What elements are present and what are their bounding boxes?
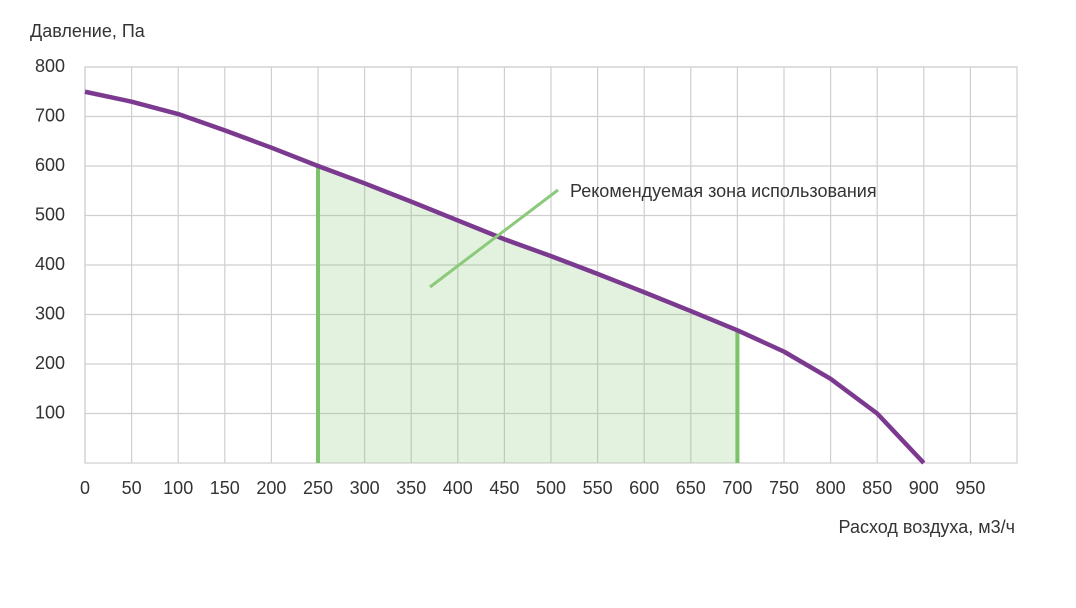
x-tick-label: 250 [303, 478, 333, 498]
y-tick-label: 400 [35, 254, 65, 274]
y-tick-label: 800 [35, 56, 65, 76]
annotation-pointer [429, 188, 559, 289]
x-tick-label: 500 [536, 478, 566, 498]
x-tick-label: 300 [350, 478, 380, 498]
x-axis-title: Расход воздуха, м3/ч [839, 517, 1015, 537]
zone-area [318, 166, 738, 463]
x-tick-label: 800 [816, 478, 846, 498]
x-tick-label: 0 [80, 478, 90, 498]
x-tick-label: 750 [769, 478, 799, 498]
y-tick-label: 300 [35, 303, 65, 323]
x-tick-label: 200 [256, 478, 286, 498]
y-tick-label: 500 [35, 204, 65, 224]
x-tick-label: 900 [909, 478, 939, 498]
x-tick-label: 850 [862, 478, 892, 498]
y-tick-label: 600 [35, 155, 65, 175]
x-tick-label: 550 [583, 478, 613, 498]
x-tick-label: 400 [443, 478, 473, 498]
y-tick-label: 200 [35, 353, 65, 373]
y-axis-title: Давление, Па [30, 21, 146, 41]
x-tick-label: 700 [722, 478, 752, 498]
curve [84, 89, 926, 465]
x-tick-label: 600 [629, 478, 659, 498]
y-tick-label: 100 [35, 402, 65, 422]
zone-label: Рекомендуемая зона использования [570, 181, 877, 201]
x-tick-label: 100 [163, 478, 193, 498]
y-tick-label: 700 [35, 105, 65, 125]
x-tick-label: 450 [489, 478, 519, 498]
x-tick-label: 50 [122, 478, 142, 498]
x-tick-label: 650 [676, 478, 706, 498]
x-tick-label: 150 [210, 478, 240, 498]
x-tick-label: 950 [955, 478, 985, 498]
x-tick-label: 350 [396, 478, 426, 498]
